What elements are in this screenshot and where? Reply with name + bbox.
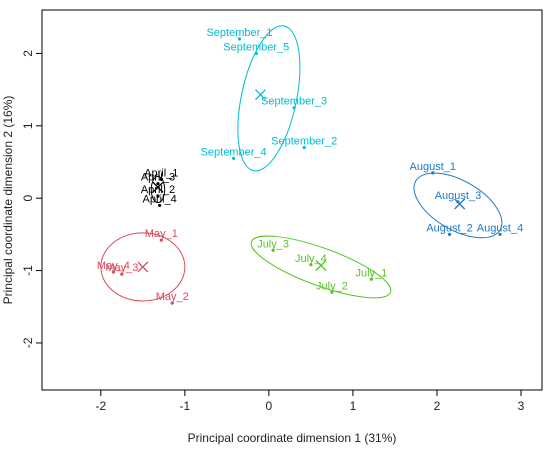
point-label-4-1: May_3: [105, 262, 138, 274]
centroid-2: [454, 198, 466, 210]
x-tick-label-0: -2: [95, 399, 106, 413]
point-label-1-1: September_5: [223, 41, 289, 53]
centroid-0-stroke-b: [152, 181, 164, 193]
y-tick-label-1: -1: [21, 265, 35, 276]
point-label-2-1: August_3: [435, 190, 481, 202]
point-label-3-3: July_2: [316, 280, 348, 292]
ellipse-group-4: [100, 232, 186, 302]
centroid-2-stroke-b: [454, 198, 466, 210]
y-axis-label: Principal coordinate dimension 2 (16%): [1, 96, 15, 305]
ellipse-group-3: [250, 235, 392, 299]
x-tick-label-3: 1: [350, 399, 357, 413]
point-0-3: [158, 203, 162, 208]
point-label-1-4: September_4: [201, 146, 267, 158]
point-label-4-3: May_2: [156, 291, 189, 303]
centroid-3: [315, 260, 327, 271]
y-tick-label-2: 0: [21, 195, 35, 202]
point-4-0: [159, 238, 163, 242]
ellipse-group-1: [237, 25, 301, 172]
point-3-2: [369, 277, 374, 281]
centroid-0: [152, 181, 164, 193]
y-tick-label-0: -2: [21, 337, 35, 348]
group-centroids: [137, 89, 466, 273]
ellipse-group-0: [150, 175, 166, 204]
point-label-4-0: May_1: [145, 228, 178, 240]
point-label-1-3: September_2: [271, 136, 337, 148]
centroid-1-stroke-b: [255, 89, 266, 101]
point-1-0: [237, 37, 242, 41]
x-axis-label: Principal coordinate dimension 1 (31%): [188, 431, 397, 445]
ellipse-group-2: [413, 172, 503, 239]
point-label-0-3: April_4: [143, 193, 177, 205]
point-label-1-2: September_3: [261, 96, 327, 108]
point-0-2: [156, 194, 160, 198]
x-axis: -2 -1 0 1 2 3: [95, 390, 525, 413]
confidence-ellipses: [100, 25, 503, 302]
point-1-1: [254, 51, 258, 56]
centroid-1: [255, 89, 266, 101]
point-label-0-1: April_3: [141, 172, 175, 184]
point-1-2: [292, 106, 296, 110]
point-3-0: [271, 248, 275, 252]
point-3-3: [330, 290, 334, 294]
centroid-3-stroke-b: [315, 260, 327, 271]
point-0-0: [159, 177, 163, 181]
point-label-3-1: July_4: [295, 253, 327, 265]
point-label-0-2: April_2: [141, 184, 175, 196]
point-4-3: [170, 301, 174, 305]
x-tick-label-4: 2: [434, 399, 441, 413]
point-label-3-2: July_1: [356, 267, 388, 279]
point-label-4-2: May_4: [97, 260, 130, 272]
y-tick-label-3: 1: [21, 122, 35, 129]
point-2-2: [447, 232, 452, 236]
point-label-2-2: August_2: [426, 222, 472, 234]
point-label-2-3: August_4: [477, 222, 523, 234]
y-tick-label-4: 2: [21, 50, 35, 57]
point-0-1: [156, 182, 160, 186]
point-4-1: [120, 272, 124, 276]
y-axis: -2 -1 0 1 2: [21, 50, 42, 348]
centroid-4-stroke-b: [137, 261, 149, 273]
centroid-4: [137, 261, 149, 273]
point-4-2: [111, 270, 116, 274]
x-tick-label-2: 0: [266, 399, 273, 413]
data-points: [111, 37, 502, 305]
point-label-0-0: April_1: [144, 167, 178, 179]
point-3-1: [309, 263, 313, 267]
point-2-0: [431, 171, 435, 175]
plot-frame: [41, 9, 543, 391]
point-label-3-0: July_3: [257, 238, 289, 250]
point-2-3: [498, 232, 502, 236]
x-tick-label-5: 3: [518, 399, 525, 413]
point-1-4: [231, 156, 236, 160]
point-1-3: [302, 145, 306, 150]
point-label-2-0: August_1: [410, 161, 456, 173]
x-tick-label-1: -1: [180, 399, 191, 413]
point-label-1-0: September_1: [206, 27, 272, 39]
